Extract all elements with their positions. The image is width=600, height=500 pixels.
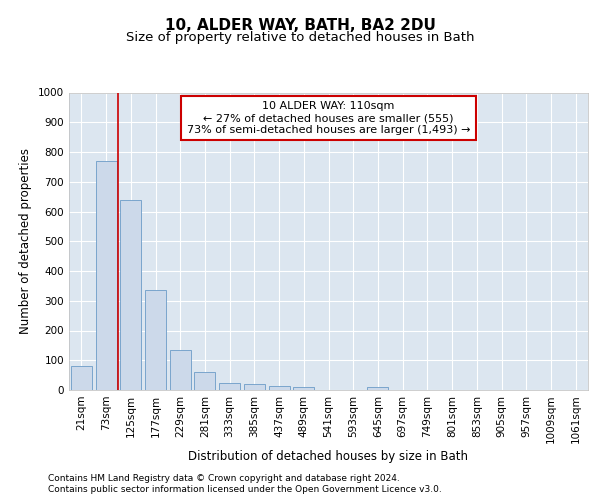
Bar bbox=[293, 387, 314, 390]
Bar bbox=[95, 161, 116, 390]
Bar bbox=[367, 387, 388, 390]
Text: Contains HM Land Registry data © Crown copyright and database right 2024.: Contains HM Land Registry data © Crown c… bbox=[48, 474, 400, 483]
Bar bbox=[145, 290, 166, 390]
Bar bbox=[194, 372, 215, 390]
Text: 10 ALDER WAY: 110sqm
← 27% of detached houses are smaller (555)
73% of semi-deta: 10 ALDER WAY: 110sqm ← 27% of detached h… bbox=[187, 102, 470, 134]
Y-axis label: Number of detached properties: Number of detached properties bbox=[19, 148, 32, 334]
Text: 10, ALDER WAY, BATH, BA2 2DU: 10, ALDER WAY, BATH, BA2 2DU bbox=[164, 18, 436, 32]
Bar bbox=[120, 200, 141, 390]
Text: Size of property relative to detached houses in Bath: Size of property relative to detached ho… bbox=[126, 31, 474, 44]
Text: Contains public sector information licensed under the Open Government Licence v3: Contains public sector information licen… bbox=[48, 485, 442, 494]
Bar bbox=[219, 382, 240, 390]
Bar bbox=[170, 350, 191, 390]
Bar bbox=[244, 384, 265, 390]
X-axis label: Distribution of detached houses by size in Bath: Distribution of detached houses by size … bbox=[188, 450, 469, 464]
Bar bbox=[71, 366, 92, 390]
Bar bbox=[269, 386, 290, 390]
